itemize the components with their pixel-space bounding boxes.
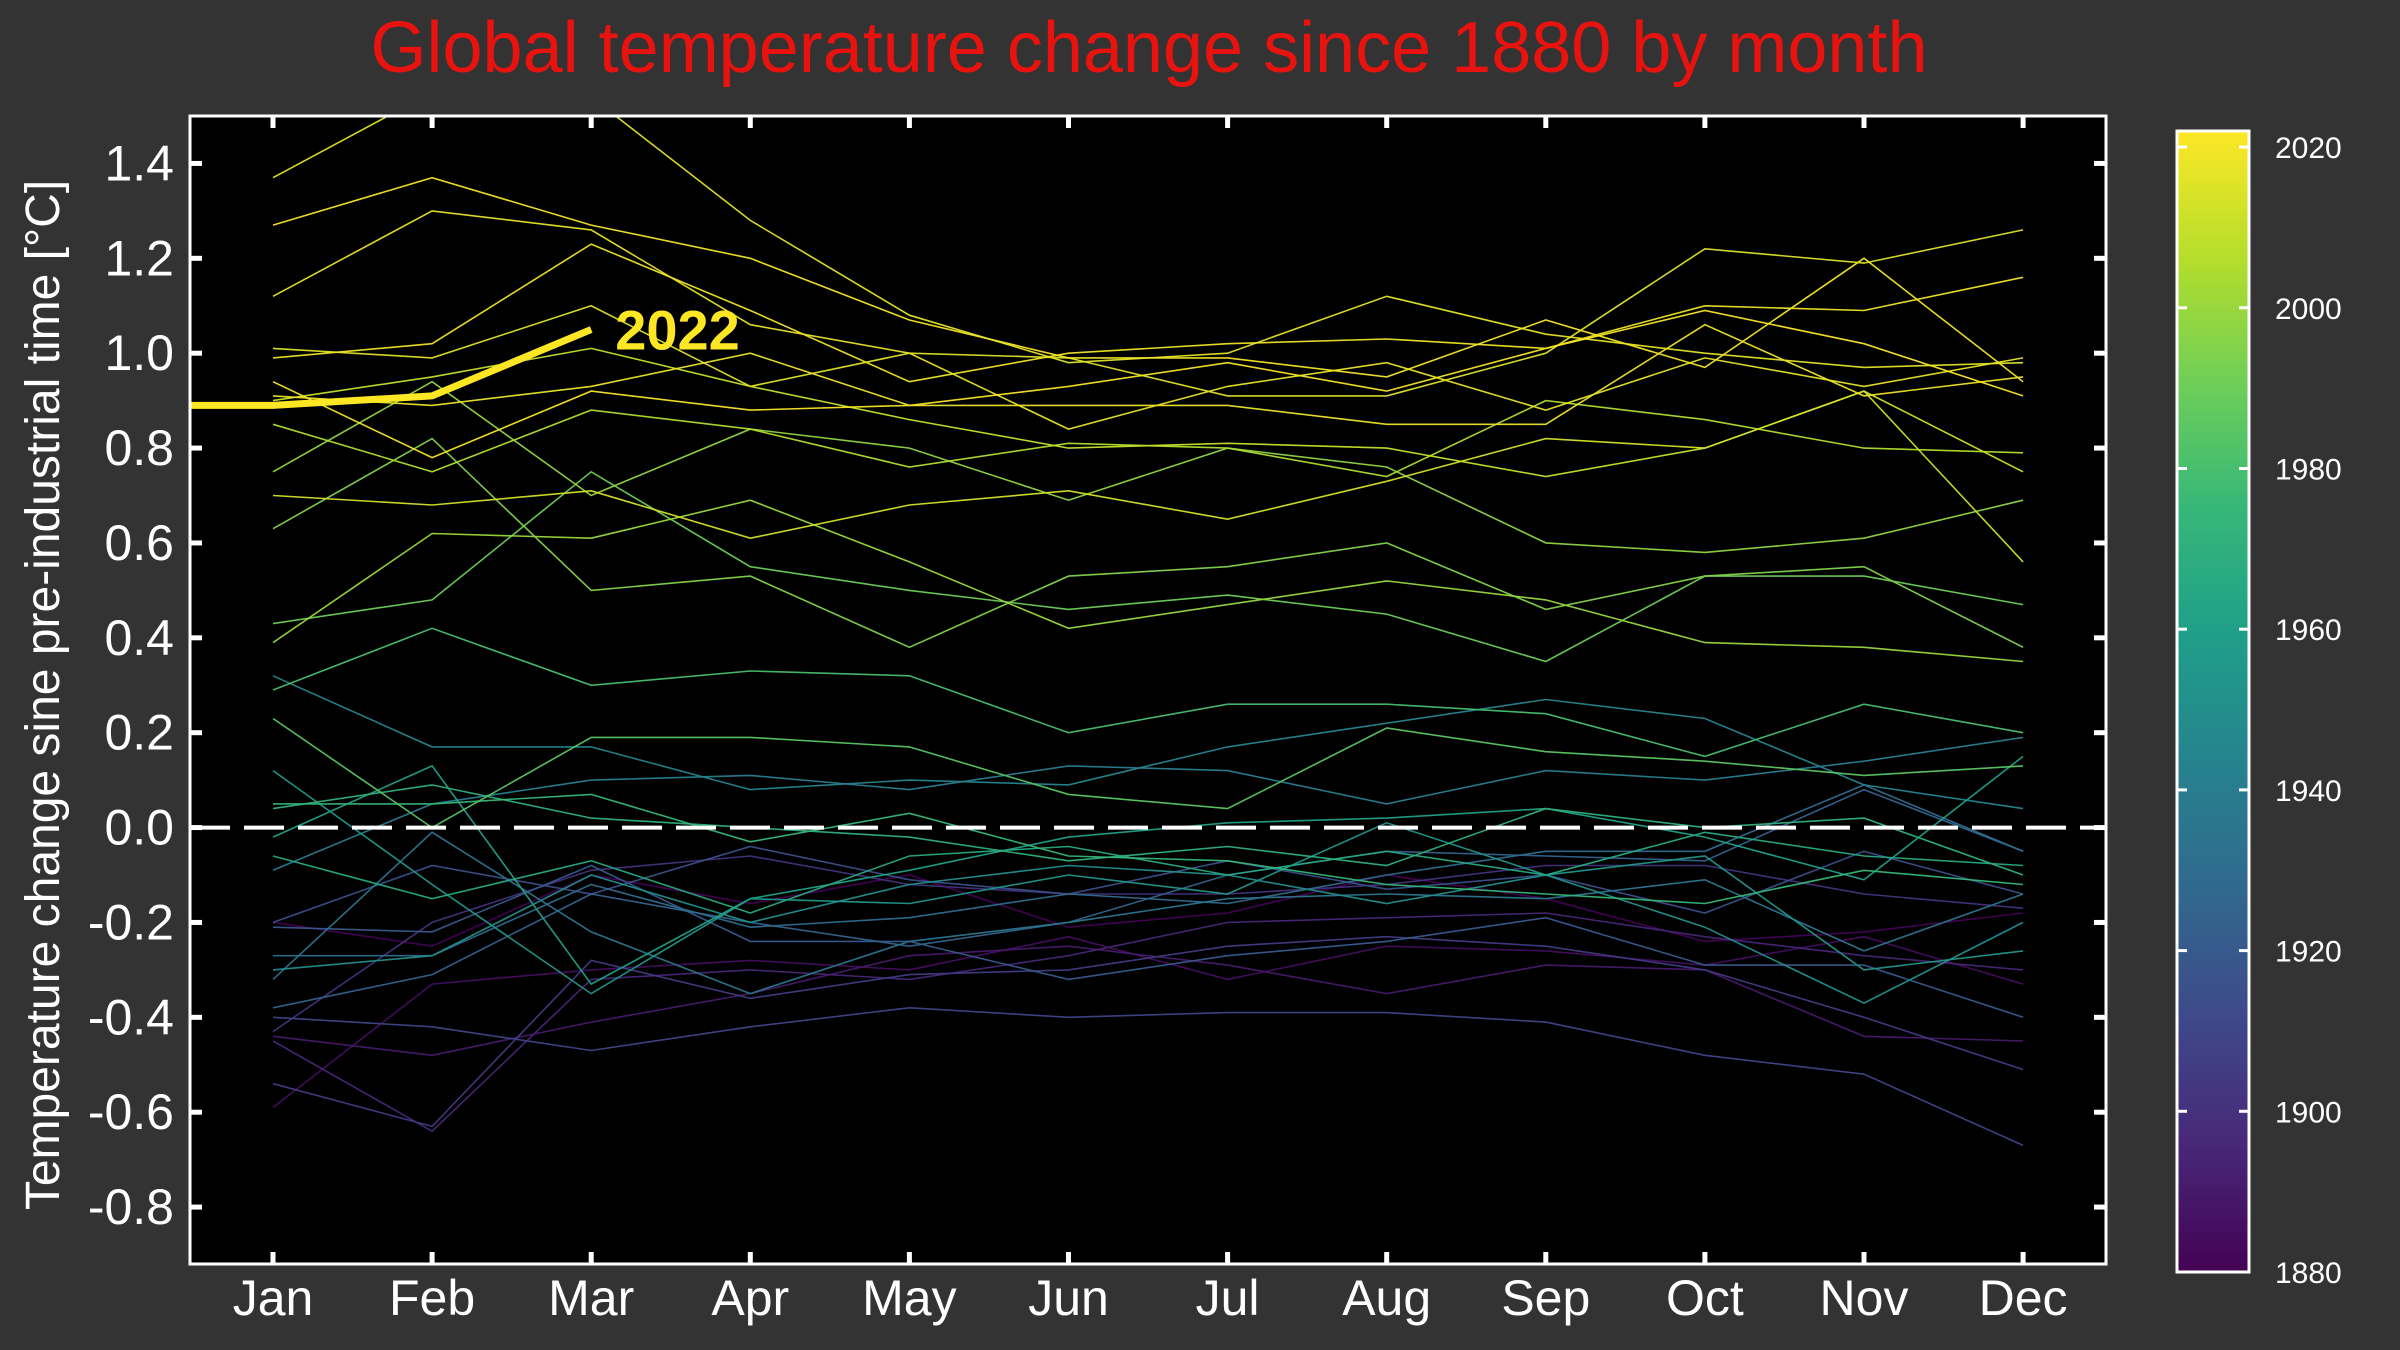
plot-area: [190, 116, 2106, 1264]
chart-title: Global temperature change since 1880 by …: [371, 8, 1928, 88]
series-line-1944: [272, 675, 2024, 810]
axis-ticks: [190, 116, 2106, 1264]
highlight-label: 2022: [615, 298, 740, 361]
series-line-1890: [272, 945, 2024, 1057]
x-tick-label-may: May: [862, 1270, 956, 1326]
series-line-1955: [272, 769, 2024, 995]
series-line-1940: [272, 736, 2024, 872]
y-tick-label: -0.2: [88, 894, 174, 950]
series-line-1975: [273, 793, 2024, 905]
series-line-1910: [272, 1006, 2024, 1147]
x-tick-label-mar: Mar: [548, 1270, 634, 1326]
series-line-2021: [272, 309, 2024, 459]
highlight-group: 2022: [190, 298, 740, 409]
x-tick-label-oct: Oct: [1666, 1270, 1744, 1326]
y-tick-label: 0.2: [104, 705, 174, 761]
x-tick-label-apr: Apr: [711, 1270, 789, 1326]
x-tick-label-jul: Jul: [1196, 1270, 1260, 1326]
colorbar-gradient: [2175, 129, 2251, 1274]
series-line-2017: [272, 210, 2024, 430]
series-line-1995: [272, 437, 2024, 649]
x-tick-label-jan: Jan: [233, 1270, 314, 1326]
series-line-1998: [272, 380, 2024, 554]
colorbar-tick-label-1900: 1900: [2275, 1096, 2342, 1129]
highlight-line-2022: [190, 326, 593, 409]
series-line-1980: [272, 627, 2024, 758]
colorbar-tick-label-2000: 2000: [2275, 293, 2342, 326]
series-line-1950: [272, 864, 2024, 1004]
series-line-1920: [272, 864, 2024, 1019]
colorbar-tick-label-1960: 1960: [2275, 614, 2342, 647]
colorbar: 1880 1900 1920 1940 1960 1980 2000 2020: [2175, 129, 2342, 1290]
x-tick-label-jun: Jun: [1028, 1270, 1109, 1326]
y-tick-label: 1.2: [104, 230, 174, 286]
series-line-2018: [272, 323, 2024, 426]
series-line-1960: [272, 755, 2024, 986]
series-line-1985: [272, 717, 2024, 829]
series-line-2019: [272, 243, 2024, 383]
y-tick-label: -0.6: [88, 1084, 174, 1140]
series-line-1900: [272, 855, 2024, 1033]
y-tick-label: 1.0: [104, 325, 174, 381]
y-tick-label: 0.6: [104, 515, 174, 571]
x-axis-tick-labels: Jan Feb Mar Apr May Jun Jul Aug Sep Oct Nov Dec: [233, 1270, 2068, 1326]
series-line-1930: [273, 784, 2024, 957]
colorbar-tick-label-1880: 1880: [2275, 1257, 2342, 1290]
year-series-lines: [272, 116, 2024, 1147]
series-line-1905: [272, 935, 2024, 1128]
x-tick-label-nov: Nov: [1820, 1270, 1909, 1326]
y-axis-label: Temperature change sine pre-industrial t…: [17, 180, 70, 1210]
colorbar-tick-label-1920: 1920: [2275, 936, 2342, 969]
series-line-2020: [272, 176, 2024, 383]
colorbar-tick-label-1980: 1980: [2275, 453, 2342, 486]
series-line-1965: [272, 831, 2024, 914]
y-tick-label: 0.4: [104, 610, 174, 666]
x-tick-label-aug: Aug: [1342, 1270, 1431, 1326]
x-tick-label-feb: Feb: [389, 1270, 475, 1326]
plot-frame: [188, 114, 2108, 1266]
series-line-2013: [272, 390, 2024, 540]
colorbar-tick-label-2020: 2020: [2275, 132, 2342, 165]
y-tick-label: 1.4: [104, 135, 174, 191]
series-line-2015: [272, 229, 2024, 397]
y-tick-label: -0.8: [88, 1179, 174, 1235]
x-tick-label-sep: Sep: [1501, 1270, 1590, 1326]
colorbar-tick-label-1940: 1940: [2275, 775, 2342, 808]
y-tick-label: 0.8: [104, 420, 174, 476]
x-tick-label-dec: Dec: [1979, 1270, 2068, 1326]
y-tick-label: -0.4: [88, 989, 174, 1045]
y-tick-label: 0.0: [104, 800, 174, 856]
series-line-2000: [272, 499, 2024, 663]
series-line-1935: [272, 831, 2024, 995]
y-axis-tick-labels: -0.8 -0.6 -0.4 -0.2 0.0 0.2 0.4 0.6 0.8 1.0 1.2 1.4: [88, 135, 174, 1235]
